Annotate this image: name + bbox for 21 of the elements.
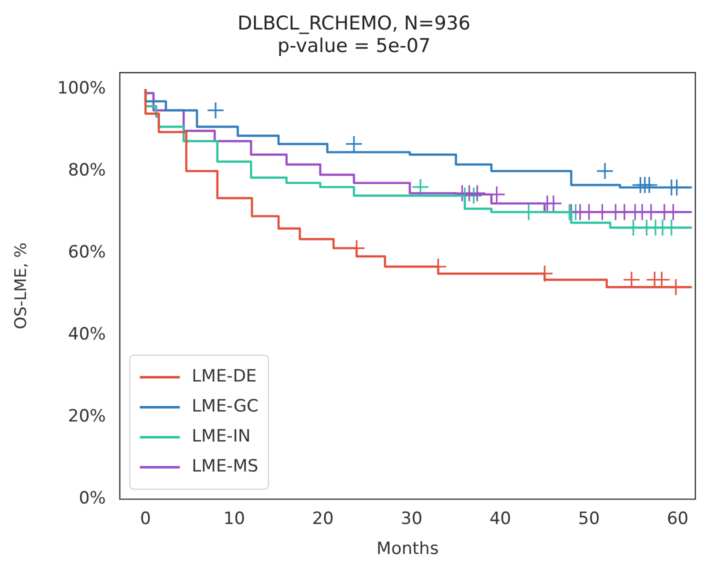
- chart-title: DLBCL_RCHEMO, N=936: [238, 12, 470, 34]
- legend-label: LME-GC: [192, 396, 258, 417]
- x-tick-label: 40: [489, 508, 512, 529]
- x-tick-label: 30: [400, 508, 422, 529]
- y-tick-label: 60%: [68, 242, 106, 263]
- x-tick-label: 50: [578, 508, 600, 529]
- x-tick-label: 0: [140, 508, 151, 529]
- legend-label: LME-DE: [192, 366, 257, 387]
- chart-subtitle: p-value = 5e-07: [277, 35, 431, 58]
- x-tick-label: 60: [666, 508, 688, 529]
- y-tick-label: 40%: [68, 324, 106, 345]
- legend-label: LME-MS: [192, 456, 258, 477]
- y-tick-label: 0%: [78, 488, 106, 509]
- legend-label: LME-IN: [192, 426, 251, 447]
- y-tick-label: 20%: [68, 406, 106, 427]
- x-tick-label: 10: [223, 508, 246, 529]
- y-tick-label: 100%: [57, 78, 106, 98]
- x-axis-title: Months: [376, 539, 439, 560]
- x-tick-label: 20: [312, 508, 334, 529]
- y-tick-label: 80%: [68, 160, 106, 180]
- y-axis-title: OS-LME, %: [10, 242, 30, 330]
